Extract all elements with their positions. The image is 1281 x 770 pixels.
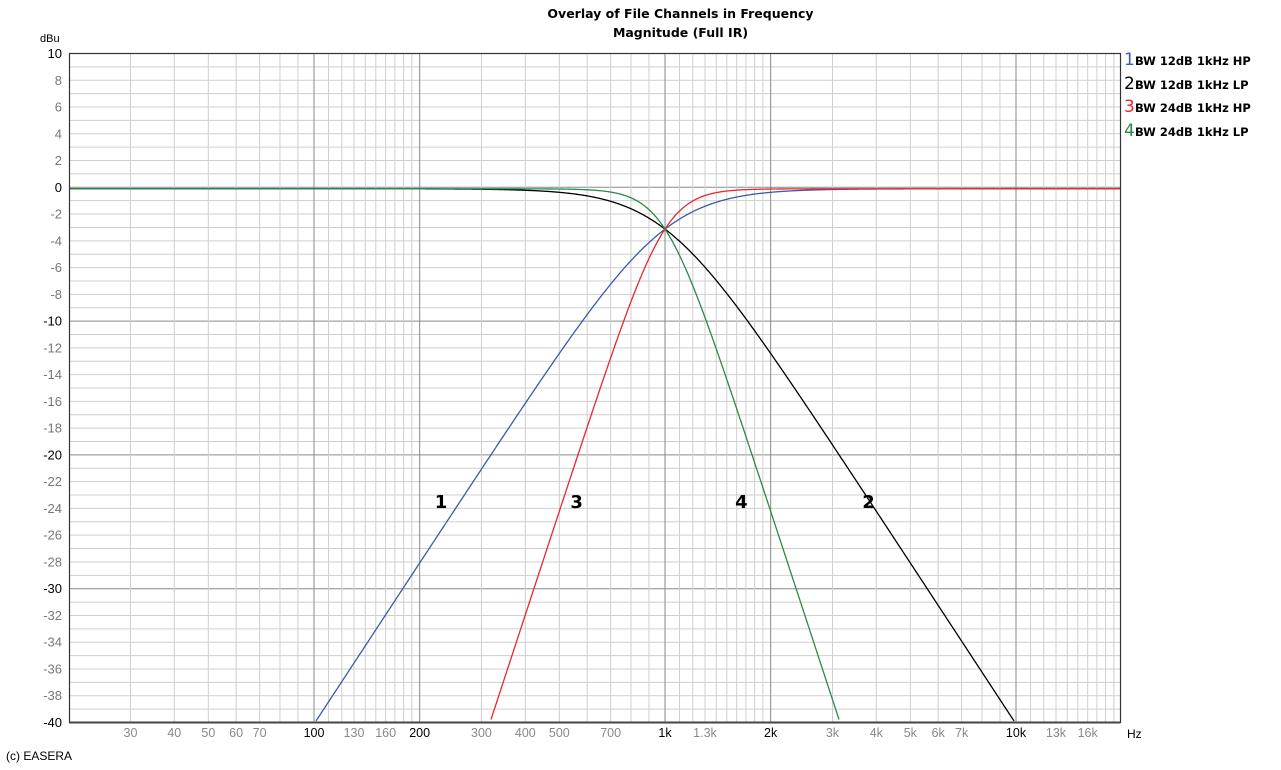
legend-number: 2 [1124,73,1135,94]
y-tick-label: -2 [50,207,62,222]
legend: 1 BW 12dB 1kHz HP 2 BW 12dB 1kHz LP 3 BW… [1124,50,1251,144]
legend-item-3[interactable]: 3 BW 24dB 1kHz HP [1124,97,1251,121]
y-tick-label: -22 [43,474,62,489]
y-tick-label: -38 [43,688,62,703]
x-tick-label: 70 [253,726,267,740]
x-tick-label: 50 [201,726,215,740]
x-tick-label: 13k [1046,726,1067,740]
legend-item-4[interactable]: 4 BW 24dB 1kHz LP [1124,121,1251,145]
y-tick-label: -8 [50,287,62,302]
x-tick-label: 200 [409,726,430,740]
x-tick-label: 40 [167,726,181,740]
y-tick-label: 2 [55,153,62,168]
chart-title-line1: Overlay of File Channels in Frequency [547,6,814,21]
legend-item-1[interactable]: 1 BW 12dB 1kHz HP [1124,50,1251,74]
x-tick-label: 1.3k [693,726,717,740]
y-tick-label: -14 [43,367,62,382]
x-tick-label: 16k [1078,726,1099,740]
copyright-text: (c) EASERA [6,749,73,763]
x-tick-label: 400 [515,726,536,740]
plot-frame [68,52,1122,724]
x-tick-label: 4k [870,726,884,740]
y-tick-label: -26 [43,528,62,543]
y-tick-label: -36 [43,661,62,676]
legend-number: 3 [1124,97,1135,117]
x-tick-label: 160 [375,726,396,740]
y-tick-label: -10 [43,314,62,329]
curve-label-1: 1 [435,492,448,513]
curve-annotations: 1 3 4 2 [435,492,875,513]
legend-label: BW 24dB 1kHz LP [1135,124,1249,139]
y-tick-label: -6 [50,260,62,275]
curve-label-3: 3 [570,492,583,513]
x-tick-label: 100 [304,726,325,740]
y-tick-label: -28 [43,554,62,569]
x-tick-label: 130 [344,726,365,740]
y-tick-label: -30 [43,581,62,596]
x-tick-label: 7k [955,726,969,740]
x-tick-label: 500 [549,726,570,740]
legend-label: BW 12dB 1kHz HP [1135,54,1251,68]
legend-number: 1 [1124,50,1135,70]
y-tick-label: 0 [55,180,62,195]
x-tick-label: 300 [471,726,492,740]
y-tick-label: -18 [43,421,62,436]
y-tick-label: -16 [43,394,62,409]
x-tick-label: 2k [764,726,778,740]
y-tick-label: -34 [43,635,62,650]
chart-title-line2: Magnitude (Full IR) [612,25,749,40]
x-tick-label: 6k [932,726,946,740]
legend-label: BW 24dB 1kHz HP [1135,101,1251,115]
x-tick-label: 5k [904,726,918,740]
curve-label-4: 4 [735,492,748,513]
y-tick-label: 10 [48,46,62,61]
y-tick-label: -20 [43,447,62,462]
y-tick-label: 8 [55,73,62,88]
x-tick-label: 700 [600,726,621,740]
x-axis-ticks: 30 40 50 60 70 100 130 160 200 300 400 500 700 1k 1.3k… [124,726,1099,740]
y-tick-label: -24 [43,501,62,516]
legend-number: 4 [1124,120,1135,141]
series-curves [70,188,1120,722]
y-tick-label: -4 [50,233,62,248]
y-tick-label: -32 [43,608,62,623]
y-axis-ticks: 10 8 6 4 2 0 -2 -4 -6 -8 -10 -12 -14 -16 -18 -20 -22 -24 -… [43,46,62,730]
x-tick-label: 10k [1006,726,1027,740]
y-tick-label: 4 [55,126,62,141]
x-axis-unit: Hz [1127,727,1142,741]
legend-label: BW 12dB 1kHz LP [1135,77,1249,92]
x-tick-label: 30 [124,726,138,740]
x-tick-label: 1k [658,726,672,740]
y-tick-label: 6 [55,100,62,115]
x-tick-label: 60 [229,726,243,740]
x-tick-label: 3k [826,726,840,740]
y-tick-label: -12 [43,340,62,355]
grid-lines [69,53,1120,723]
y-axis-unit: dBu [40,33,60,45]
legend-item-2[interactable]: 2 BW 12dB 1kHz LP [1124,74,1251,98]
curve-label-2: 2 [862,492,875,513]
y-tick-label: -40 [43,715,62,730]
